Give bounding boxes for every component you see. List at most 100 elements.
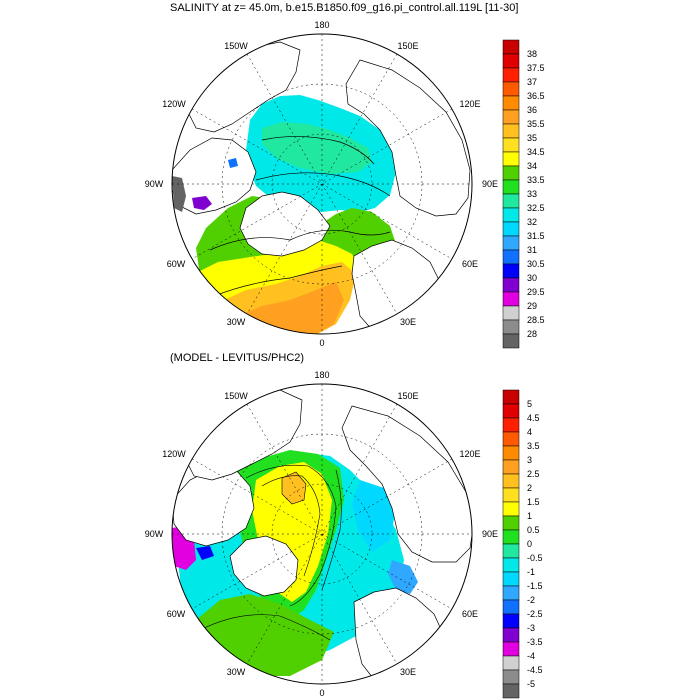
panel2-lon-labels: 180 150E 120E 90E 60E 30E 0 30W 60W 90W …	[145, 370, 498, 698]
panel1-colorbar-swatch	[502, 39, 520, 55]
panel2-colorbar-label: -4	[527, 651, 535, 661]
panel2-colorbar-swatch	[502, 669, 520, 685]
panel1-colorbar-label: 32.5	[527, 203, 545, 213]
panel2-colorbar-label: 0.5	[527, 525, 540, 535]
panel1-colorbar-label: 33.5	[527, 175, 545, 185]
panel2-colorbar-label: 4	[527, 427, 532, 437]
panel1-colorbar-label: 34.5	[527, 147, 545, 157]
panel1-colorbar-label: 37	[527, 77, 537, 87]
panel2-colorbar-swatch	[502, 655, 520, 671]
svg-text:90W: 90W	[145, 529, 164, 539]
panel2-colorbar-swatch	[502, 403, 520, 419]
panel1-colorbar-swatch	[502, 263, 520, 279]
panel1-colorbar-label: 36.5	[527, 91, 545, 101]
panel1-colorbar-swatch	[502, 109, 520, 125]
panel2-colorbar-swatch	[502, 459, 520, 475]
panel2-colorbar-label: -3.5	[527, 637, 543, 647]
svg-text:60W: 60W	[167, 259, 186, 269]
panel1-colorbar-swatch	[502, 81, 520, 97]
panel2-colorbar-label: 4.5	[527, 413, 540, 423]
panel1-colorbar-swatch	[502, 333, 520, 349]
panel1-colorbar-swatch	[502, 319, 520, 335]
panel2-colorbar-swatch	[502, 501, 520, 517]
panel2-colorbar-swatch	[502, 431, 520, 447]
svg-text:150E: 150E	[397, 41, 418, 51]
panel1-colorbar-label: 30	[527, 273, 537, 283]
svg-text:180: 180	[314, 370, 329, 380]
svg-text:90W: 90W	[145, 179, 164, 189]
panel1-colorbar-swatch	[502, 123, 520, 139]
panel2-colorbar-label: 1	[527, 511, 532, 521]
panel2-colorbar-label: 5	[527, 399, 532, 409]
panel2-map	[171, 383, 473, 685]
panel2-colorbar-label: -5	[527, 679, 535, 689]
panel1-colorbar-swatch	[502, 291, 520, 307]
panel2-greenland	[229, 535, 299, 597]
panel2-colorbar-label: -4.5	[527, 665, 543, 675]
panel1-colorbar-label: 31	[527, 245, 537, 255]
svg-text:30W: 30W	[227, 317, 246, 327]
panel2-colorbar-label: 1.5	[527, 497, 540, 507]
panel1-colorbar-label: 35.5	[527, 119, 545, 129]
svg-text:60E: 60E	[462, 609, 478, 619]
panel2-colorbar-swatch	[502, 487, 520, 503]
panel2-title: (MODEL - LEVITUS/PHC2)	[170, 352, 305, 364]
panel2-colorbar-swatch	[502, 571, 520, 587]
svg-text:60W: 60W	[167, 609, 186, 619]
svg-text:30E: 30E	[400, 317, 416, 327]
panel1-title: SALINITY at z= 45.0m, b.e15.B1850.f09_g1…	[170, 2, 519, 14]
svg-text:90E: 90E	[482, 179, 498, 189]
panel2-colorbar-swatch	[502, 473, 520, 489]
panel1-colorbar-swatch	[502, 249, 520, 265]
panel2-colorbar-label: 3	[527, 455, 532, 465]
svg-text:120E: 120E	[459, 99, 480, 109]
svg-text:60E: 60E	[462, 259, 478, 269]
panel2-colorbar-swatch	[502, 683, 520, 699]
panel1-colorbar-swatch	[502, 221, 520, 237]
svg-text:30W: 30W	[227, 667, 246, 677]
panel1-colorbar: 38 37.5 37 36.5 36 35.5 35 34.5 34 33.5 33 32.5 32 31…	[502, 39, 545, 349]
panel2-colorbar-swatch	[502, 613, 520, 629]
panel2-colorbar-label: -2.5	[527, 609, 543, 619]
panel1-colorbar-swatch	[502, 151, 520, 167]
panel1-colorbar-label: 34	[527, 161, 537, 171]
svg-text:120E: 120E	[459, 449, 480, 459]
panel1-colorbar-label: 29	[527, 301, 537, 311]
panel2-colorbar-label: -1.5	[527, 581, 543, 591]
panel2-colorbar-swatch	[502, 445, 520, 461]
svg-text:150E: 150E	[397, 391, 418, 401]
panel1-colorbar-swatch	[502, 305, 520, 321]
panel2-colorbar-swatch	[502, 543, 520, 559]
panel1-colorbar-swatch	[502, 165, 520, 181]
panel2-colorbar-swatch	[502, 557, 520, 573]
panel2-colorbar-label: -1	[527, 567, 535, 577]
panel1-colorbar-label: 31.5	[527, 231, 545, 241]
svg-text:120W: 120W	[162, 99, 186, 109]
panel1-colorbar-label: 32	[527, 217, 537, 227]
svg-text:0: 0	[319, 338, 324, 348]
panel1-colorbar-label: 38	[527, 49, 537, 59]
panel1-colorbar-label: 37.5	[527, 63, 545, 73]
panel1-colorbar-swatch	[502, 179, 520, 195]
panel2-colorbar-label: -2	[527, 595, 535, 605]
panel2-colorbar-label: 2	[527, 483, 532, 493]
panel2-colorbar: 5 4.5 4 3.5 3 2.5 2 1.5 1 0.5 0 -0.5 -1 -1.5 -2 -2.5 -3 -…	[502, 389, 543, 699]
svg-text:30E: 30E	[400, 667, 416, 677]
panel2-colorbar-swatch	[502, 529, 520, 545]
svg-text:90E: 90E	[482, 529, 498, 539]
panel1-colorbar-label: 33	[527, 189, 537, 199]
panel1-colorbar-label: 29.5	[527, 287, 545, 297]
panel2-colorbar-swatch	[502, 641, 520, 657]
panel1-colorbar-swatch	[502, 53, 520, 69]
panel2-colorbar-label: -3	[527, 623, 535, 633]
panel2-colorbar-swatch	[502, 515, 520, 531]
panel2-colorbar-swatch	[502, 599, 520, 615]
panel2-colorbar-swatch	[502, 585, 520, 601]
panel2-colorbar-label: 3.5	[527, 441, 540, 451]
panel1-colorbar-label: 35	[527, 133, 537, 143]
panel1-colorbar-label: 28.5	[527, 315, 545, 325]
svg-text:120W: 120W	[162, 449, 186, 459]
panel2-colorbar-label: 0	[527, 539, 532, 549]
panel2-colorbar-swatch	[502, 389, 520, 405]
